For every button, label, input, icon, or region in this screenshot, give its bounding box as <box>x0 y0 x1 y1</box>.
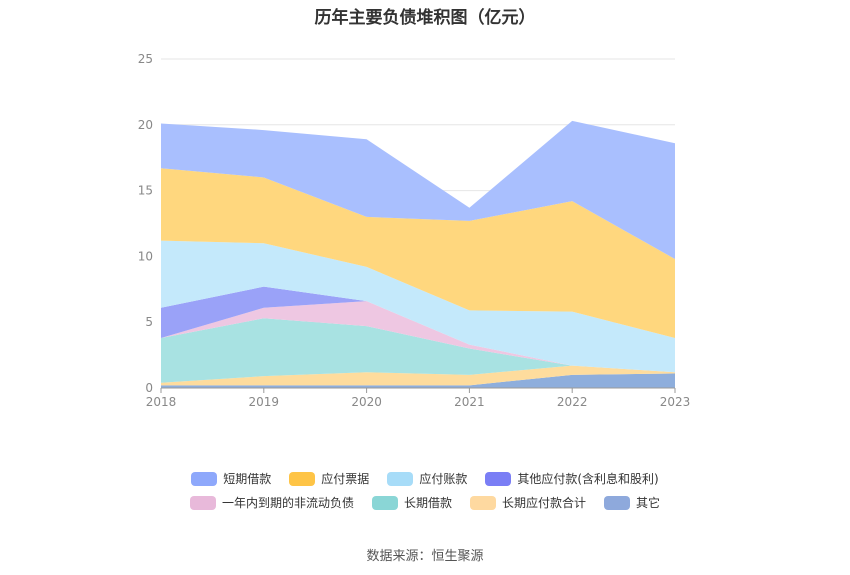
legend-item-long-term-payables[interactable]: 长期应付款合计 <box>470 494 586 511</box>
legend-row-2: 一年内到期的非流动负债 长期借款 长期应付款合计 其它 <box>0 494 850 511</box>
legend-swatch <box>191 471 218 486</box>
legend-label: 其它 <box>636 496 661 510</box>
legend-label: 长期应付款合计 <box>502 496 587 510</box>
legend: 短期借款 应付票据 应付账款 其他应付款(含利息和股利) 一年内到期的非流动负债… <box>0 470 850 518</box>
area-series <box>161 168 675 338</box>
area-series <box>161 373 675 388</box>
legend-label: 短期借款 <box>223 472 272 486</box>
legend-swatch <box>470 495 496 510</box>
x-tick-label: 2023 <box>660 395 691 409</box>
area-series <box>161 318 675 383</box>
legend-item-other-payables[interactable]: 其他应付款(含利息和股利) <box>485 470 659 487</box>
stacked-area-chart: 0 5 10 15 20 25 2018 2019 2020 2021 2022 2023 <box>138 52 691 409</box>
legend-swatch <box>189 495 216 510</box>
legend-item-long-term-loans[interactable]: 长期借款 <box>371 494 452 511</box>
legend-label: 长期借款 <box>403 496 452 510</box>
y-tick-label: 5 <box>145 315 153 329</box>
area-series <box>161 301 675 373</box>
y-tick-label: 15 <box>138 184 153 198</box>
legend-swatch <box>371 495 398 510</box>
y-tick-label: 10 <box>138 249 153 263</box>
legend-item-current-noncurrent-liabilities[interactable]: 一年内到期的非流动负债 <box>189 494 354 511</box>
legend-item-others[interactable]: 其它 <box>604 494 660 511</box>
y-tick-label: 20 <box>138 118 153 132</box>
area-series <box>161 240 675 373</box>
area-series <box>161 365 675 386</box>
legend-swatch <box>604 495 631 510</box>
x-tick-label: 2022 <box>557 395 588 409</box>
y-tick-label: 0 <box>145 381 153 395</box>
area-series <box>161 120 675 260</box>
legend-item-notes-payable[interactable]: 应付票据 <box>289 470 369 487</box>
legend-label: 应付票据 <box>321 472 370 486</box>
legend-item-accounts-payable[interactable]: 应付账款 <box>387 470 467 487</box>
legend-label: 一年内到期的非流动负债 <box>221 496 354 510</box>
legend-label: 其他应付款(含利息和股利) <box>517 472 659 486</box>
legend-swatch <box>485 471 512 486</box>
legend-swatch <box>289 471 316 486</box>
legend-label: 应付账款 <box>419 472 468 486</box>
legend-row-1: 短期借款 应付票据 应付账款 其他应付款(含利息和股利) <box>0 470 850 487</box>
x-tick-label: 2018 <box>146 395 177 409</box>
y-tick-label: 25 <box>138 52 153 66</box>
legend-item-short-term-loans[interactable]: 短期借款 <box>191 470 271 487</box>
x-tick-label: 2019 <box>249 395 280 409</box>
legend-swatch <box>387 471 414 486</box>
x-tick-label: 2021 <box>454 395 485 409</box>
data-source: 数据来源：恒生聚源 <box>366 549 484 564</box>
x-tick-label: 2020 <box>351 395 382 409</box>
chart-title: 历年主要负债堆积图（亿元） <box>314 8 536 28</box>
